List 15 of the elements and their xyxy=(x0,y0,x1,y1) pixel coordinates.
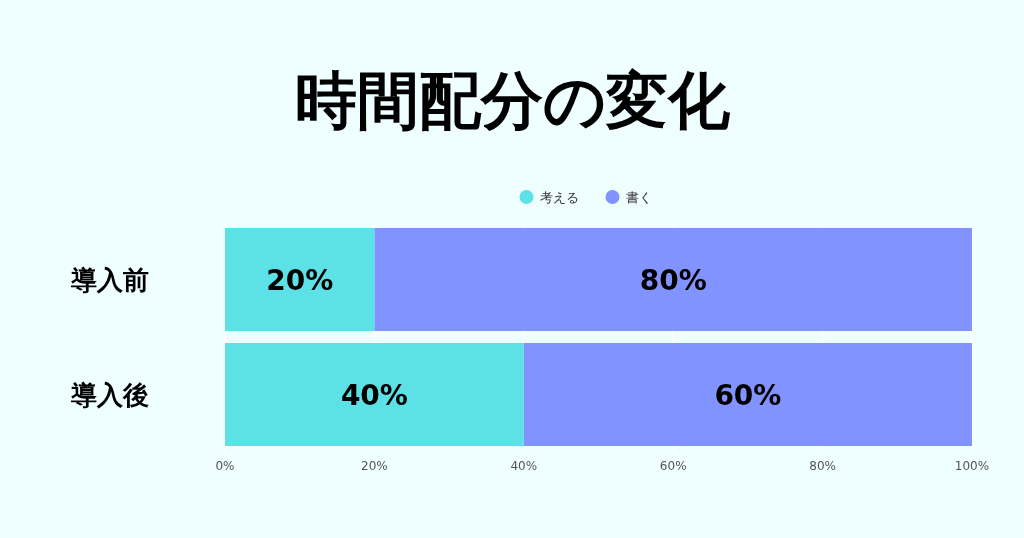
x-tick-label: 0% xyxy=(215,459,235,473)
x-tick-label: 80% xyxy=(809,459,836,473)
y-tick-label: 導入後 xyxy=(70,379,149,410)
x-tick-label: 100% xyxy=(954,459,990,473)
x-tick-label: 20% xyxy=(361,459,388,473)
data-label: 60% xyxy=(714,378,782,412)
x-tick-label: 40% xyxy=(510,459,538,473)
data-label: 40% xyxy=(340,378,408,412)
chart-title: 時間配分の変化 xyxy=(294,64,731,137)
legend-label: 考える xyxy=(539,190,579,205)
x-tick-label: 60% xyxy=(659,459,687,473)
data-label: 80% xyxy=(639,263,707,297)
data-label: 20% xyxy=(266,263,334,297)
y-tick-label: 導入前 xyxy=(70,264,149,295)
legend-label: 書く xyxy=(625,190,652,205)
